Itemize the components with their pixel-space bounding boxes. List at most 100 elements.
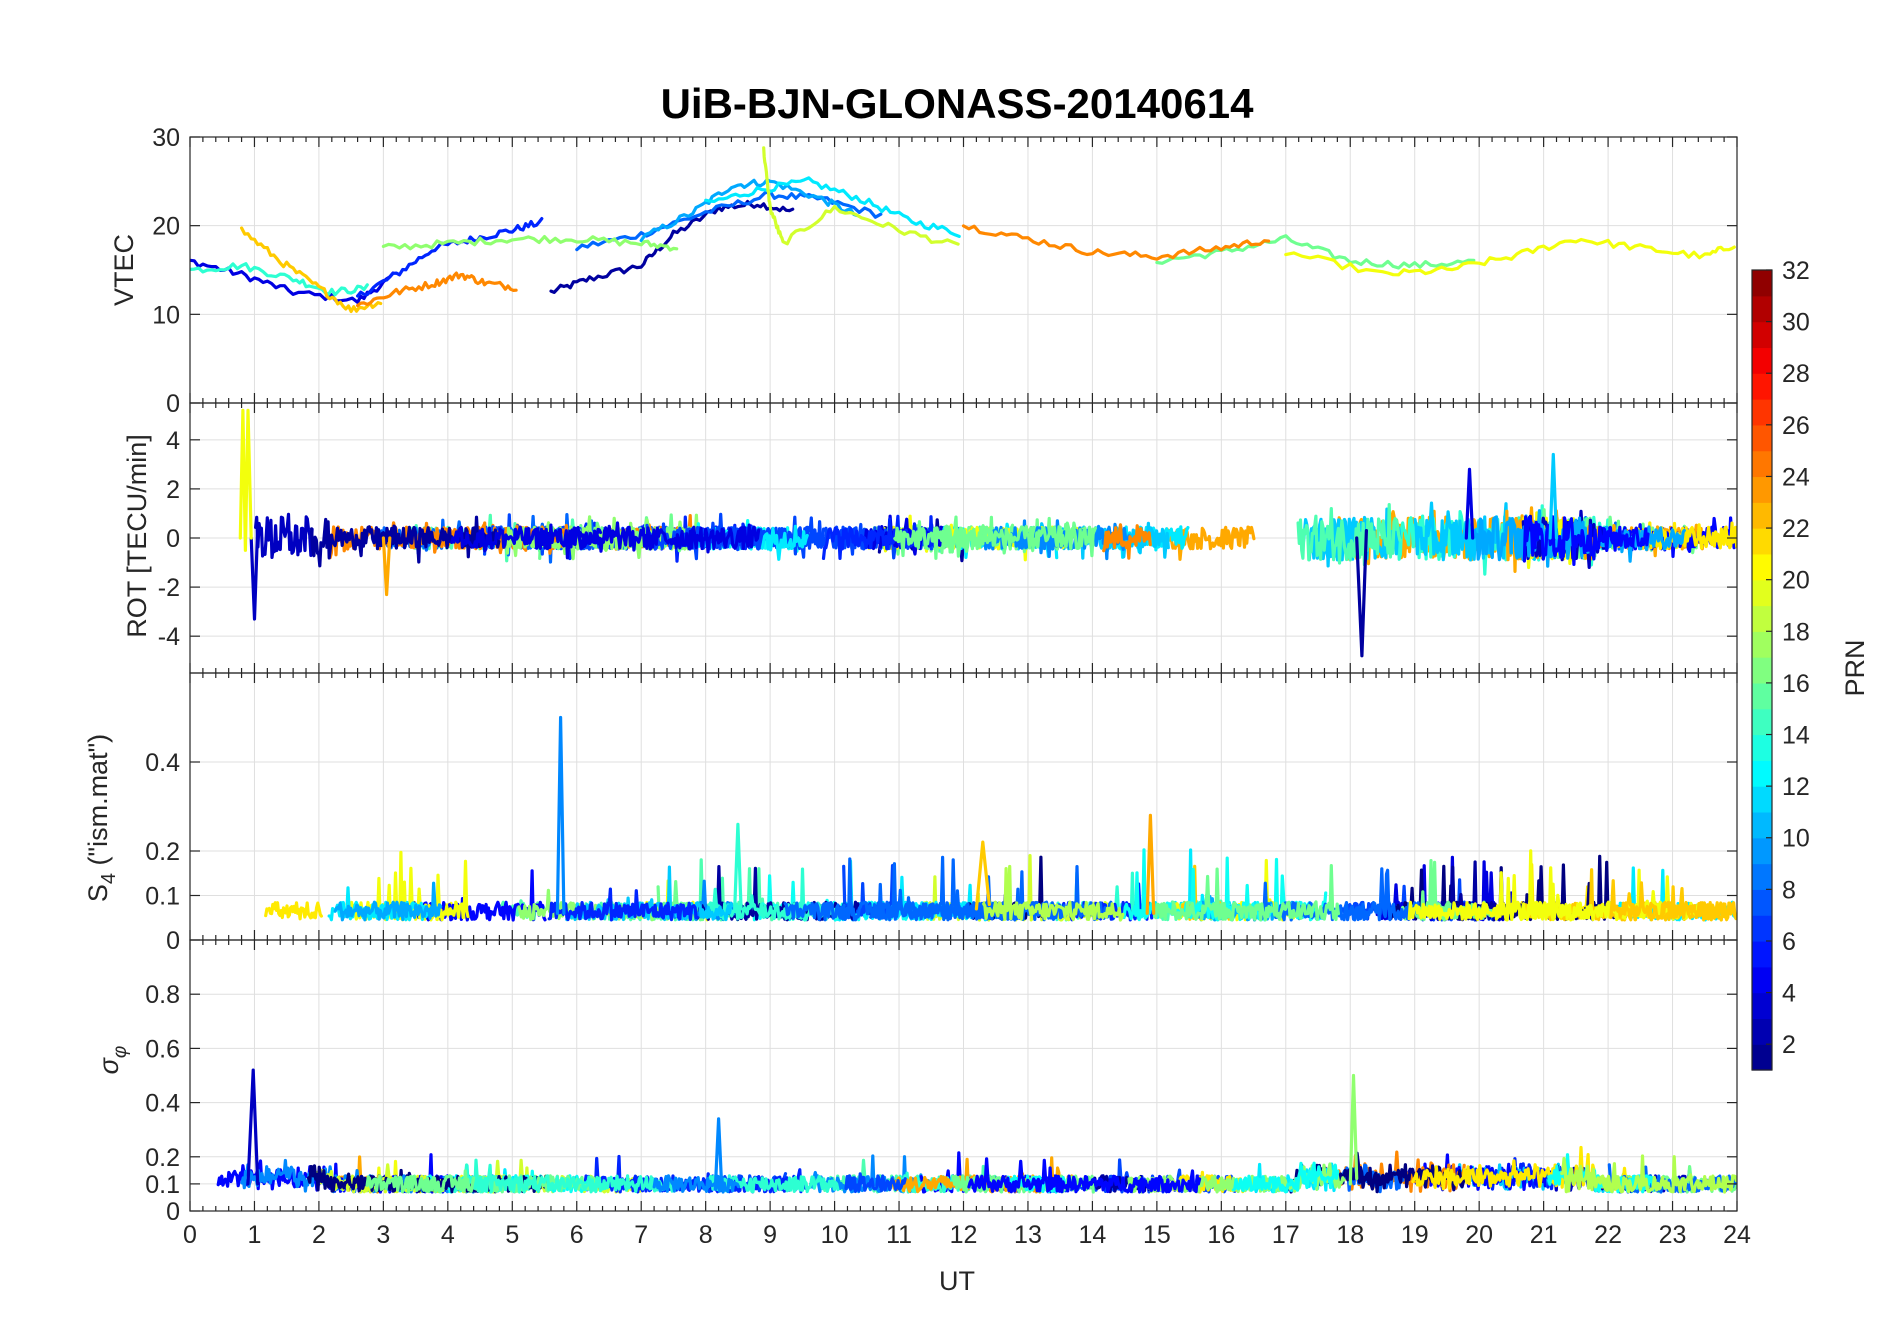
- rot-series-4: [1464, 467, 1475, 540]
- colorbar-segment: [1752, 682, 1772, 710]
- vtec-series-12: [704, 176, 961, 238]
- sigma-ylabel-sub: φ: [110, 1046, 131, 1058]
- x-tick-label: 11: [886, 1221, 912, 1249]
- vtec-panel: 0 10 20 30: [152, 124, 1738, 418]
- vtec-series-20: [1284, 237, 1736, 277]
- vtec-ytick-label: 10: [152, 301, 180, 329]
- sig-ytick-label: 0.2: [145, 1144, 180, 1172]
- colorbar-segment: [1752, 992, 1772, 1019]
- s4-noise-trace: [547, 887, 699, 922]
- colorbar-tick-label: 8: [1782, 876, 1796, 904]
- rot-noise-trace: [450, 523, 603, 560]
- rot-ytick-label: 2: [166, 476, 180, 504]
- s4-noise-trace: [1153, 864, 1340, 922]
- x-tick-label: 23: [1659, 1221, 1687, 1249]
- sig-noise-trace: [453, 1158, 678, 1194]
- x-tick-label: 1: [248, 1221, 262, 1249]
- colorbar-frame: [1751, 269, 1773, 1071]
- colorbar-tick-label: 28: [1782, 360, 1810, 388]
- rot-noise-trace: [893, 520, 1097, 560]
- colorbar-segment: [1752, 657, 1772, 684]
- colorbar-tick-label: 24: [1782, 463, 1810, 491]
- x-tick-label: 6: [570, 1221, 584, 1249]
- rot-noise-trace: [1471, 509, 1686, 568]
- vtec-series-16: [1155, 234, 1476, 270]
- colorbar-segment: [1752, 424, 1772, 452]
- colorbar-tick-label: 4: [1782, 980, 1796, 1008]
- sigma-ylabel-main: σ: [94, 1056, 124, 1074]
- colorbar-tick-label: 22: [1782, 515, 1810, 543]
- x-tick-label: 10: [821, 1221, 849, 1249]
- colorbar-tick-label: 6: [1782, 928, 1796, 956]
- colorbar-segment: [1752, 450, 1772, 478]
- rot-ytick-label: -2: [158, 574, 180, 602]
- x-tick-label: 21: [1530, 1221, 1558, 1249]
- s4-noise-trace: [783, 855, 1025, 922]
- colorbar-segment: [1752, 1018, 1772, 1045]
- x-axis-label: UT: [939, 1266, 975, 1296]
- x-tick-label: 13: [1014, 1221, 1042, 1249]
- x-tick-label: 15: [1143, 1221, 1171, 1249]
- rot-noise-trace: [254, 512, 314, 559]
- colorbar-tick-label: 20: [1782, 567, 1810, 595]
- s4-xticks: [189, 673, 1738, 940]
- vtec-ytick-label: 30: [152, 124, 180, 152]
- vtec-ytick-label: 0: [166, 390, 180, 418]
- x-tick-label: 2: [312, 1221, 326, 1249]
- s4-noise-trace: [1257, 867, 1420, 922]
- s4-noise-trace: [264, 901, 323, 921]
- colorbar-tick-label: 32: [1782, 257, 1810, 285]
- s4-series-14: [733, 822, 743, 911]
- x-tick-label: 14: [1079, 1221, 1107, 1249]
- svg-text:σφ: σφ: [94, 1046, 131, 1075]
- sig-ytick-label: 0.4: [145, 1090, 180, 1118]
- vtec-grid: [189, 136, 1738, 404]
- x-tick-label: 3: [376, 1221, 390, 1249]
- rot-series-2: [1355, 529, 1368, 658]
- rot-yticks: -4 -2 0 2 4: [158, 427, 1737, 651]
- s4-ylabel-main: S: [83, 884, 113, 902]
- colorbar-segment: [1752, 889, 1772, 916]
- sig-noise-trace: [967, 1157, 1202, 1194]
- sig-traces: [216, 1068, 1737, 1194]
- vtec-series-6: [356, 217, 544, 298]
- x-tick-label: 16: [1207, 1221, 1235, 1249]
- s4-yticks: 0 0.1 0.2 0.4: [145, 749, 1737, 955]
- colorbar-segment: [1752, 502, 1772, 529]
- vtec-traces: [190, 146, 1736, 314]
- colorbar-segment: [1752, 734, 1772, 761]
- sigma-phi-panel: 00.10.2 0.4 0.6 0.8: [145, 939, 1738, 1226]
- vtec-series-8: [575, 189, 883, 252]
- s4-noise-trace: [982, 864, 1125, 922]
- rot-series-3: [249, 524, 260, 621]
- x-tick-label: 5: [505, 1221, 519, 1249]
- colorbar-segment: [1752, 270, 1772, 297]
- x-tick-label: 19: [1401, 1221, 1429, 1249]
- rot-series-11: [1548, 452, 1559, 540]
- sigma-ylabel: σφ: [94, 1046, 131, 1075]
- s4-series-23: [1145, 813, 1156, 915]
- vtec-series-24: [961, 224, 1271, 261]
- sig-yticks: 00.10.2 0.4 0.6 0.8: [145, 981, 1737, 1226]
- rot-noise-trace: [566, 521, 761, 554]
- x-tick-label: 9: [763, 1221, 777, 1249]
- x-tick-label: 17: [1272, 1221, 1300, 1249]
- colorbar-segment: [1752, 708, 1772, 736]
- colorbar-segment: [1752, 321, 1772, 349]
- x-tick-label: 4: [441, 1221, 455, 1249]
- s4-ylabel: S4 ("ism.mat"): [83, 734, 120, 902]
- colorbar-tick-label: 2: [1782, 1031, 1796, 1059]
- x-tick-label: 7: [634, 1221, 648, 1249]
- vtec-ylabel: VTEC: [109, 234, 139, 306]
- colorbar-segment: [1752, 915, 1772, 942]
- sig-ytick-label: 0: [166, 1198, 180, 1226]
- s4-ylabel-rest: ("ism.mat"): [83, 734, 113, 873]
- rot-series-20: [238, 408, 253, 552]
- colorbar-segment: [1752, 553, 1772, 581]
- colorbar-segment: [1752, 966, 1772, 994]
- sig-ytick-label: 0.6: [145, 1035, 180, 1063]
- colorbar-segment: [1752, 837, 1772, 865]
- rot-ytick-label: 0: [166, 525, 180, 553]
